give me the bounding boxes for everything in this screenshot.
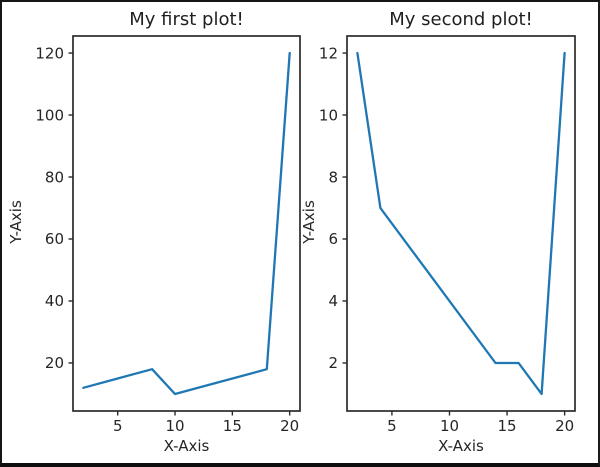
- x-tick-label: 20: [555, 417, 574, 435]
- y-tick-label: 6: [328, 230, 338, 248]
- x-tick-label: 5: [387, 417, 397, 435]
- x-tick-label: 15: [498, 417, 517, 435]
- y-tick-label: 120: [35, 44, 64, 62]
- y-tick-label: 80: [45, 168, 64, 186]
- x-tick-label: 15: [223, 417, 242, 435]
- plot2-ylabel: Y-Axis: [300, 200, 318, 244]
- y-tick-label: 8: [328, 168, 338, 186]
- y-tick-label: 40: [45, 292, 64, 310]
- axes-box: [346, 35, 576, 412]
- y-tick-label: 4: [328, 292, 338, 310]
- plot1-title: My first plot!: [129, 9, 244, 30]
- data-line-series: [356, 51, 566, 396]
- x-tick-label: 20: [280, 417, 299, 435]
- y-tick-label: 12: [319, 44, 338, 62]
- plot1-ylabel: Y-Axis: [7, 200, 25, 244]
- x-tick-label: 5: [113, 417, 123, 435]
- y-tick-label: 10: [319, 106, 338, 124]
- data-line-series: [82, 51, 291, 396]
- y-tick-label: 2: [328, 354, 338, 372]
- plot1-xlabel: X-Axis: [163, 437, 210, 455]
- x-tick-label: 10: [440, 417, 459, 435]
- y-tick-label: 100: [35, 106, 64, 124]
- y-tick-label: 20: [45, 354, 64, 372]
- plot2-title: My second plot!: [389, 9, 533, 30]
- y-tick-label: 60: [45, 230, 64, 248]
- plot2-xlabel: X-Axis: [438, 437, 484, 455]
- axes-box: [72, 35, 301, 412]
- x-tick-label: 10: [165, 417, 184, 435]
